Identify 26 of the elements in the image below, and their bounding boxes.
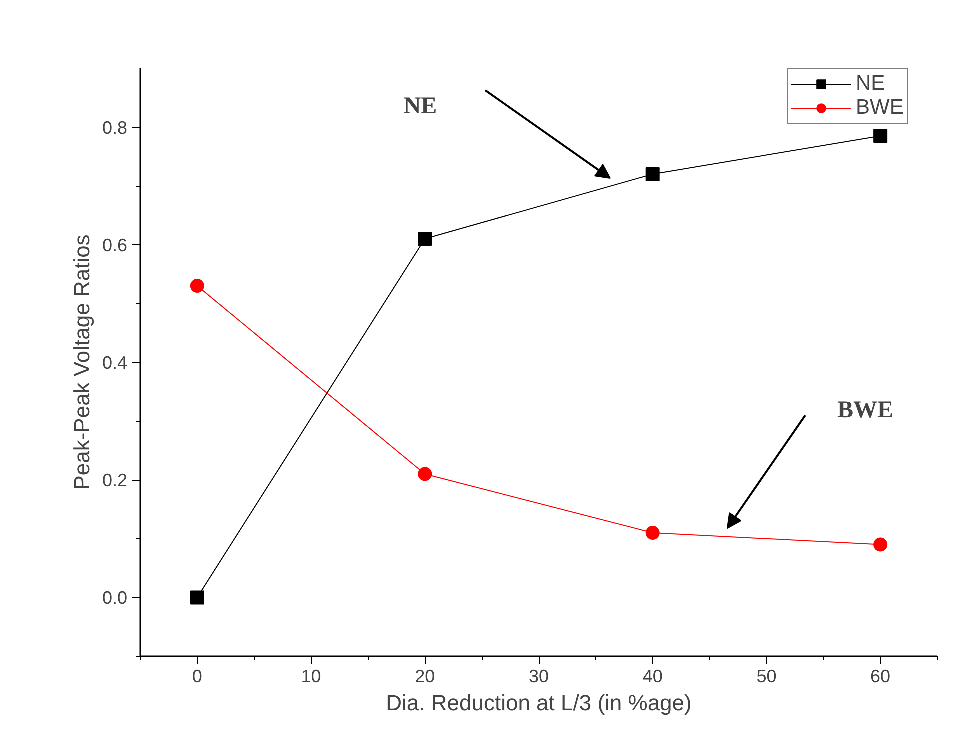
point <box>190 279 204 294</box>
x-tick-label: 10 <box>301 666 322 686</box>
point <box>646 526 660 540</box>
x-tick-label: 60 <box>870 666 891 686</box>
y-tick-label: 0.6 <box>102 235 128 256</box>
x-tick-label: 50 <box>756 666 777 686</box>
x-tick-label: 40 <box>642 666 663 686</box>
y-axis-title: Peak-Peak Voltage Ratios <box>69 234 94 490</box>
x-axis-title: Dia. Reduction at L/3 (in %age) <box>386 690 692 716</box>
y-tick-label: 0.8 <box>102 118 128 138</box>
annotation: NE <box>404 94 438 120</box>
point <box>874 129 888 144</box>
point <box>418 232 432 246</box>
legend-label: BWE <box>856 96 904 120</box>
point <box>646 167 660 182</box>
annotation: BWE <box>837 398 894 424</box>
x-tick-label: 30 <box>528 666 550 686</box>
legend-label: NE <box>856 72 886 96</box>
y-tick-label: 0.4 <box>102 353 128 373</box>
x-tick-label: 20 <box>415 666 436 686</box>
x-tick-label: 0 <box>192 666 202 686</box>
y-tick-label: 0.2 <box>102 470 128 491</box>
y-tick-label: 0.0 <box>102 588 128 608</box>
point <box>874 538 888 552</box>
point <box>418 467 432 482</box>
point <box>190 590 204 605</box>
